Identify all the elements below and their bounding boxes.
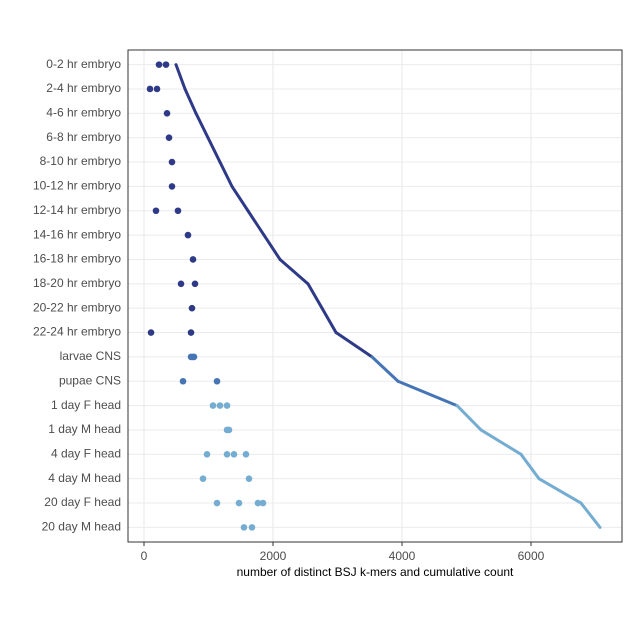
cumulative-line: [537, 477, 583, 505]
y-tick-label: 8-10 hr embryo: [40, 154, 122, 168]
dot: [254, 499, 262, 507]
cumulative-line: [246, 209, 266, 237]
x-tick-label: 2000: [260, 549, 287, 563]
dot: [199, 475, 207, 482]
cumulative-line: [218, 160, 234, 188]
y-tick-label: 4 day F head: [51, 446, 121, 460]
dot: [174, 207, 182, 215]
cumulative-line: [370, 355, 400, 383]
y-tick-label: 22-24 hr embryo: [33, 325, 121, 339]
dot: [240, 524, 248, 531]
y-tick-label: 14-16 hr embryo: [33, 227, 121, 241]
y-tick-label: 4-6 hr embryo: [46, 105, 121, 119]
dot: [146, 85, 154, 93]
dot: [163, 110, 171, 117]
dot: [184, 231, 192, 239]
cumulative-line: [183, 87, 198, 115]
dot: [155, 61, 163, 68]
dot: [209, 402, 217, 409]
dot: [203, 451, 211, 458]
y-tick-label: 2-4 hr embryo: [46, 81, 121, 95]
cumulative-line: [306, 282, 324, 310]
dot: [235, 499, 243, 507]
dot: [152, 207, 160, 215]
dot: [162, 61, 170, 68]
x-axis-label: number of distinct BSJ k-mers and cumula…: [237, 565, 514, 579]
dot: [225, 426, 233, 434]
y-tick-label: 12-14 hr embryo: [33, 203, 121, 217]
dot: [213, 377, 221, 385]
dot: [179, 377, 187, 385]
y-tick-label: 16-18 hr embryo: [33, 252, 121, 266]
cumulative-line: [579, 501, 602, 529]
y-tick-label: 0-2 hr embryo: [46, 57, 121, 71]
dot: [189, 256, 197, 263]
x-tick-label: 0: [141, 549, 148, 563]
cumulative-line: [455, 404, 483, 432]
dot: [190, 353, 198, 361]
dot: [248, 524, 256, 531]
cumulative-line: [174, 63, 187, 91]
dot: [216, 402, 224, 409]
y-tick-label: 1 day M head: [48, 422, 121, 436]
dot: [213, 499, 221, 507]
y-tick-label: 18-20 hr embryo: [33, 276, 121, 290]
x-tick-label: 6000: [518, 549, 545, 563]
dot: [223, 451, 231, 458]
y-tick-label: 6-8 hr embryo: [46, 130, 121, 144]
cumulative-line: [194, 111, 210, 140]
dot: [168, 183, 176, 190]
dot: [187, 329, 195, 336]
dot: [230, 451, 238, 458]
dot: [153, 85, 161, 93]
y-tick-label: 10-12 hr embryo: [33, 179, 121, 193]
dot: [191, 280, 199, 288]
dot: [168, 158, 176, 166]
dot: [242, 451, 250, 458]
panel-border: [127, 49, 623, 543]
x-tick-label: 4000: [389, 549, 416, 563]
cumulative-line: [320, 306, 338, 335]
y-tick-label: 1 day F head: [51, 398, 121, 412]
y-tick-label: pupae CNS: [59, 373, 121, 387]
dot: [188, 304, 196, 312]
cumulative-line: [479, 428, 523, 456]
cumulative-line: [396, 379, 459, 408]
y-tick-label: 20 day F head: [44, 495, 121, 509]
dot: [177, 280, 185, 288]
y-tick-label: 20 day M head: [42, 520, 121, 534]
cumulative-line: [230, 184, 250, 213]
cumulative-line: [262, 233, 282, 261]
dot: [165, 134, 173, 141]
dot: [259, 499, 267, 507]
cumulative-line: [278, 257, 310, 286]
y-tick-label: 20-22 hr embryo: [33, 300, 121, 314]
y-tick-label: larvae CNS: [60, 349, 121, 363]
cumulative-line: [519, 452, 541, 481]
cumulative-line: [334, 331, 374, 359]
dot: [223, 402, 231, 409]
dot: [245, 475, 253, 482]
y-tick-label: 4 day M head: [48, 471, 121, 485]
cumulative-line: [206, 136, 222, 164]
dot: [147, 329, 155, 336]
